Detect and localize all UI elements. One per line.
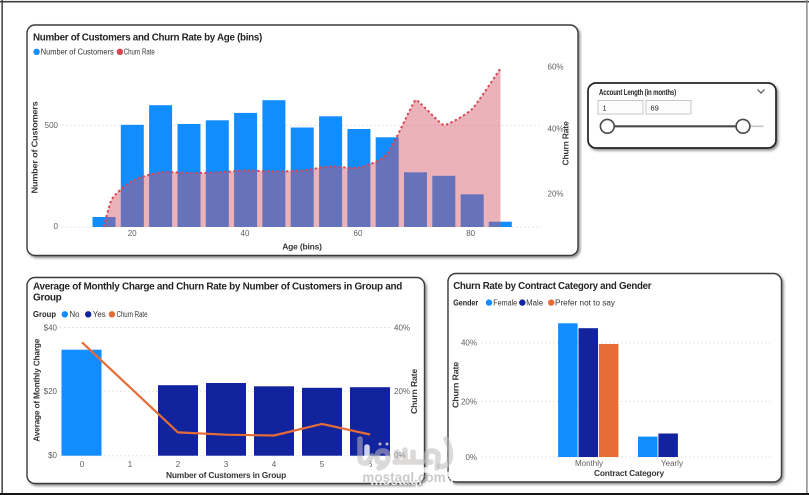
- svg-text:1: 1: [128, 460, 133, 469]
- svg-text:20%: 20%: [394, 387, 410, 396]
- svg-text:Churn Rate: Churn Rate: [561, 121, 571, 165]
- svg-text:Account Length (in months): Account Length (in months): [599, 88, 676, 97]
- svg-text:mostaql.com: mostaql.com: [370, 473, 453, 488]
- svg-text:Group: Group: [33, 309, 56, 319]
- svg-text:Churn Rate: Churn Rate: [451, 362, 461, 408]
- svg-text:Group: Group: [33, 293, 62, 304]
- svg-text:20: 20: [128, 229, 137, 238]
- svg-text:Age (bins): Age (bins): [282, 241, 322, 251]
- svg-text:0: 0: [54, 222, 59, 231]
- svg-text:1: 1: [603, 103, 607, 112]
- svg-text:40%: 40%: [394, 324, 410, 333]
- svg-text:Monthly: Monthly: [575, 459, 603, 468]
- svg-text:20%: 20%: [548, 189, 564, 198]
- svg-text:Male: Male: [526, 298, 544, 307]
- svg-text:20%: 20%: [461, 397, 477, 406]
- svg-text:Female: Female: [493, 298, 517, 307]
- svg-text:60: 60: [354, 229, 363, 238]
- svg-text:60%: 60%: [548, 63, 564, 72]
- svg-text:Number of Customers: Number of Customers: [41, 48, 114, 57]
- svg-text:3: 3: [224, 460, 229, 469]
- svg-text:Number of Customers: Number of Customers: [30, 101, 40, 194]
- svg-text:Yearly: Yearly: [661, 459, 683, 468]
- svg-text:2: 2: [176, 460, 181, 469]
- svg-text:Churn Rate: Churn Rate: [117, 310, 148, 319]
- svg-text:4: 4: [272, 460, 277, 469]
- svg-text:Number of Customers and Churn: Number of Customers and Churn Rate by Ag…: [33, 33, 262, 44]
- svg-text:Churn Rate by Contract Categor: Churn Rate by Contract Category and Gend…: [453, 281, 651, 292]
- svg-text:Number of Customers in Group: Number of Customers in Group: [166, 470, 286, 480]
- svg-text:80: 80: [466, 229, 475, 238]
- svg-text:Contract Category: Contract Category: [594, 468, 664, 478]
- svg-text:40: 40: [241, 229, 250, 238]
- svg-text:500: 500: [45, 121, 59, 130]
- svg-text:No: No: [70, 310, 81, 319]
- svg-text:5: 5: [320, 460, 325, 469]
- svg-text:$40: $40: [44, 324, 58, 333]
- svg-text:Gender: Gender: [453, 297, 479, 307]
- svg-text:$0: $0: [48, 451, 57, 460]
- svg-text:Average of Monthly Charge: Average of Monthly Charge: [32, 338, 42, 441]
- svg-text:Average of Monthly Charge and: Average of Monthly Charge and Churn Rate…: [33, 281, 402, 292]
- svg-text:0%: 0%: [465, 453, 477, 462]
- svg-text:Churn Rate: Churn Rate: [124, 48, 155, 57]
- svg-text:Yes: Yes: [93, 310, 106, 319]
- svg-text:Churn Rate: Churn Rate: [409, 369, 419, 414]
- svg-text:69: 69: [651, 103, 659, 112]
- svg-text:Prefer not to say: Prefer not to say: [555, 298, 615, 307]
- svg-text:6: 6: [368, 460, 373, 469]
- svg-text:mostaql.com: mostaql.com: [362, 470, 445, 485]
- svg-text:40%: 40%: [548, 125, 564, 134]
- svg-text:$20: $20: [44, 387, 58, 396]
- svg-text:0: 0: [80, 460, 85, 469]
- svg-text:0%: 0%: [394, 451, 406, 460]
- svg-text:40%: 40%: [461, 339, 477, 348]
